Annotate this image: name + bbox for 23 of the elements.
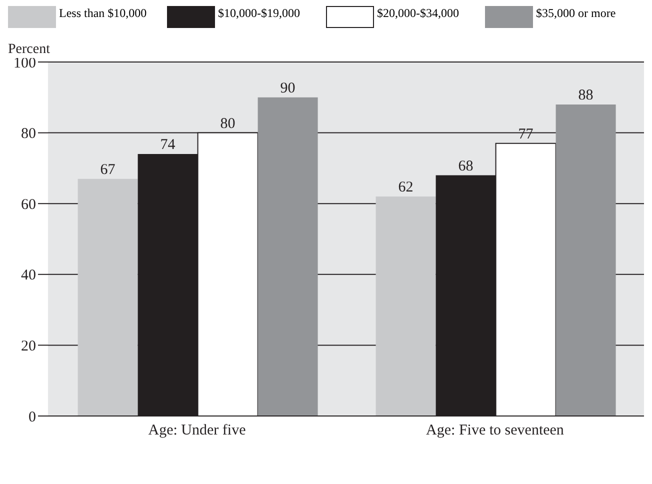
data-label: 67	[100, 162, 116, 178]
y-axis-title: Percent	[8, 42, 51, 58]
x-tick-label: Age: Under five	[148, 422, 246, 439]
y-tick-label: 0	[28, 409, 36, 426]
legend-label: $10,000-$19,000	[218, 6, 301, 20]
legend-label: $35,000 or more	[536, 6, 617, 20]
data-label: 62	[398, 180, 414, 196]
bar	[376, 196, 436, 416]
data-label: 74	[160, 137, 176, 154]
data-label: 90	[280, 80, 296, 96]
data-label: 80	[220, 116, 236, 132]
legend-label: $20,000-$34,000	[377, 6, 460, 20]
y-tick-label: 20	[21, 338, 36, 355]
x-tick-label: Age: Five to seventeen	[426, 422, 564, 439]
y-tick-label: 40	[21, 268, 36, 284]
data-label: 88	[578, 87, 594, 104]
y-tick-label: 60	[21, 196, 36, 213]
bar	[78, 178, 138, 416]
legend-label: Less than $10,000	[59, 6, 148, 20]
bar	[258, 97, 318, 416]
data-label: 68	[458, 158, 474, 174]
y-tick-label: 80	[21, 126, 36, 142]
bar	[556, 104, 616, 416]
